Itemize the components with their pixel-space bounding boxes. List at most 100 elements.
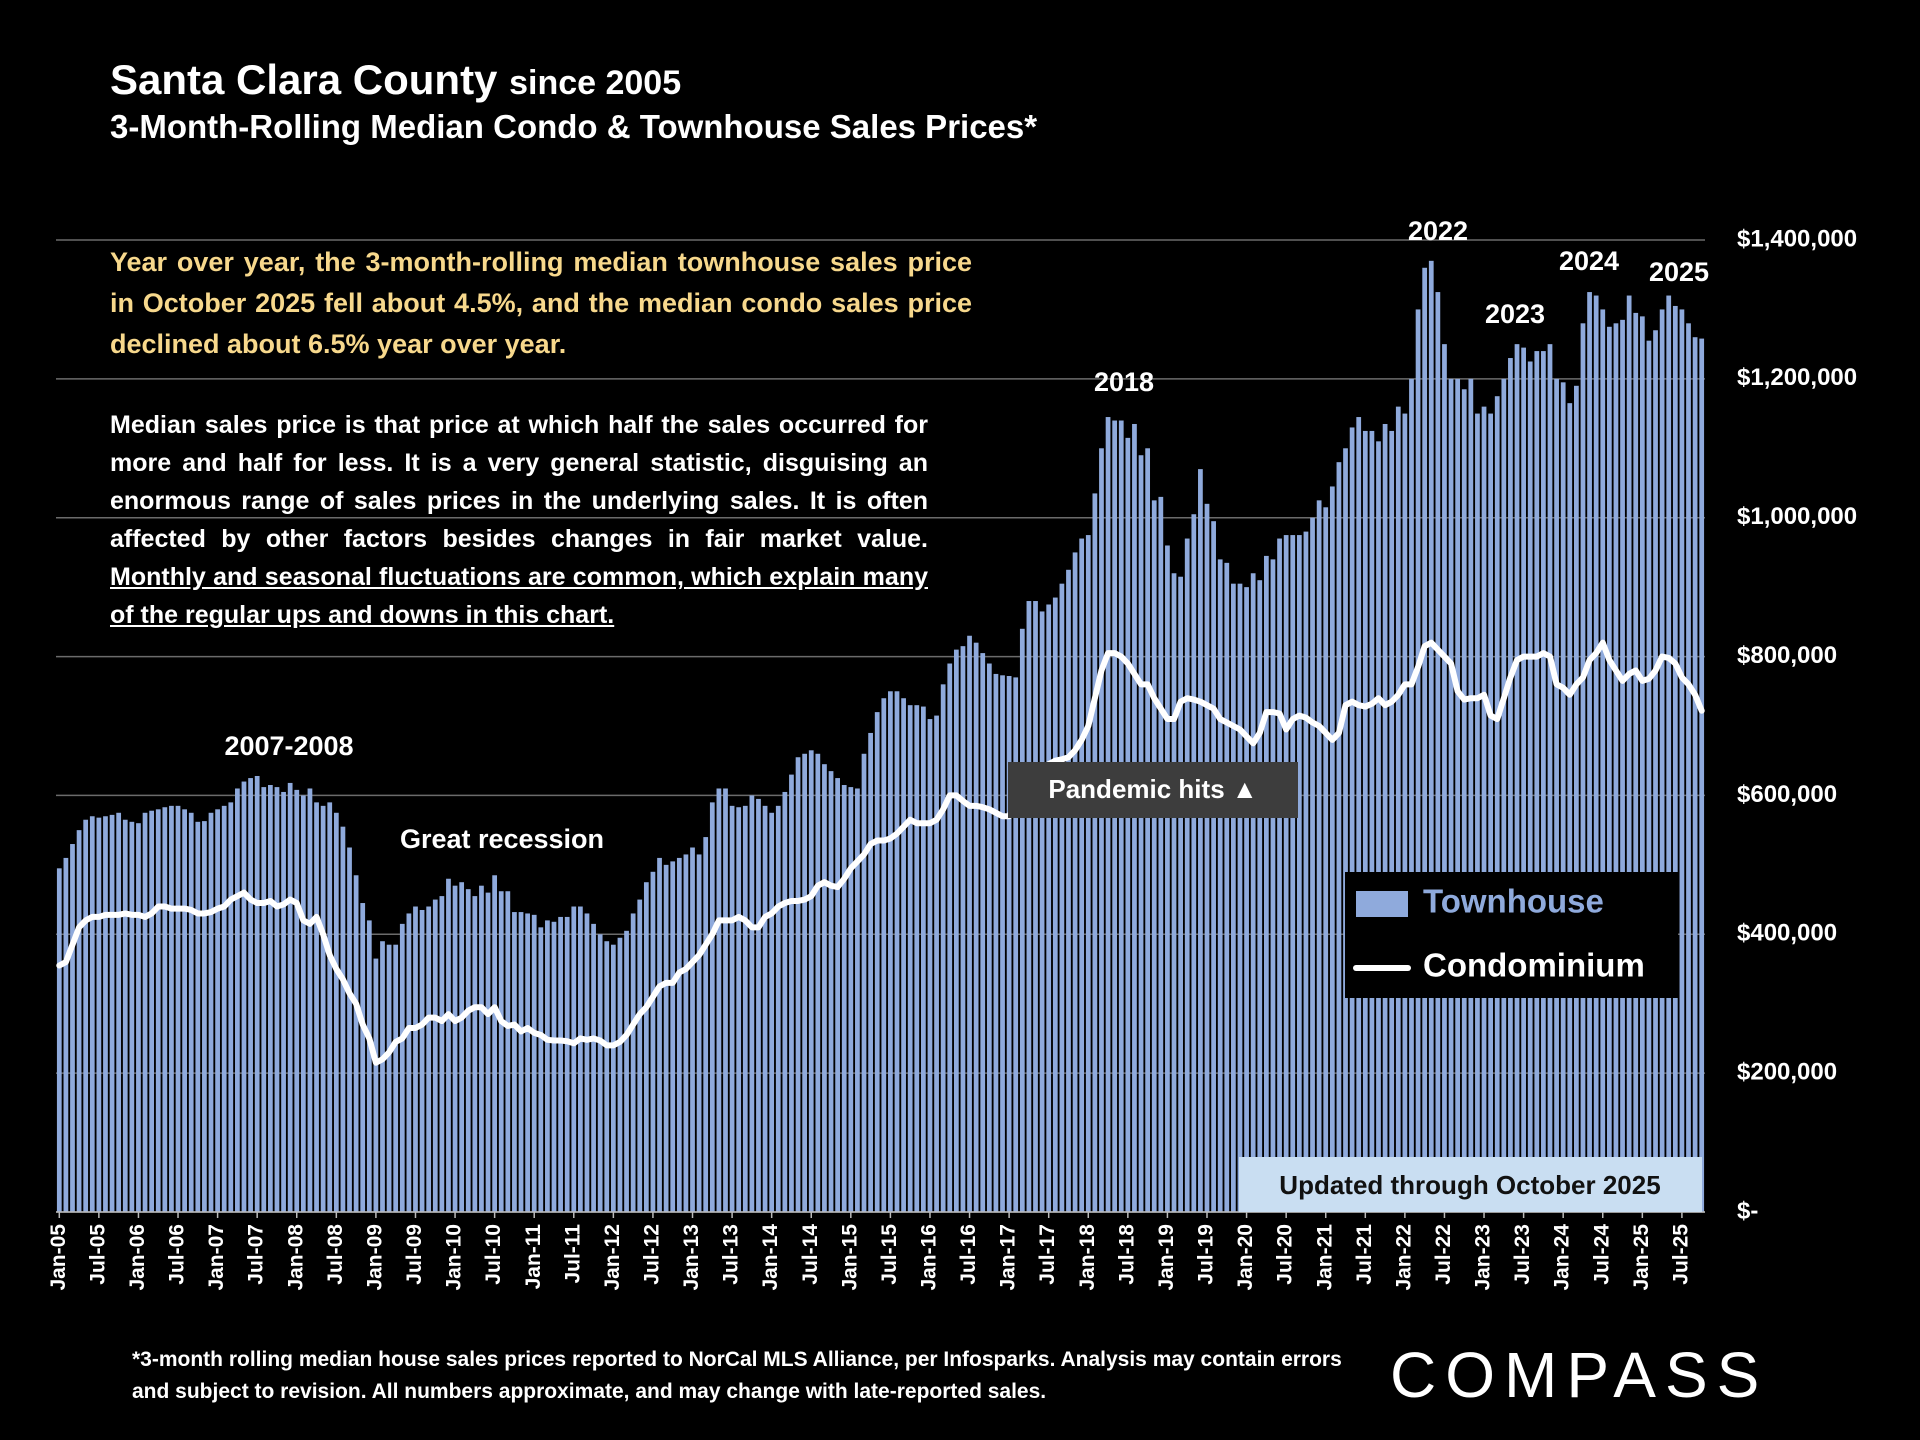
bar [1666,295,1672,1212]
bar [1593,295,1599,1212]
x-tick-label: Jul-20 [1274,1224,1297,1285]
bar [802,753,808,1212]
bar [1316,500,1322,1212]
bar [1382,423,1388,1212]
x-tick-label: Jan-11 [522,1224,545,1290]
bar [973,642,979,1212]
bar [1415,309,1421,1212]
x-tick-label: Jan-08 [284,1224,307,1291]
bar [1606,326,1612,1212]
bar [241,781,247,1212]
bar [822,764,827,1212]
bar [835,778,841,1212]
bar [1079,538,1085,1212]
x-tick-label: Jan-21 [1313,1224,1336,1291]
x-tick-label: Jan-15 [838,1224,861,1291]
bar [564,916,570,1212]
bar [1475,413,1480,1213]
x-tick-label: Jul-24 [1590,1224,1613,1285]
bar [1521,347,1526,1213]
x-tick-label: Jul-11 [561,1224,584,1284]
bar [749,795,755,1212]
y-tick-label: $400,000 [1737,920,1837,947]
x-tick-label: Jul-14 [799,1224,822,1285]
bar [1574,385,1579,1212]
bar [1237,583,1243,1212]
bar [215,809,220,1212]
bar [1329,486,1335,1212]
x-tick-label: Jan-06 [126,1224,149,1291]
bar [294,789,300,1212]
bar [103,816,108,1212]
bar [413,906,418,1212]
bar [169,805,174,1212]
bar [597,934,603,1212]
x-tick-label: Jan-05 [47,1224,70,1291]
bar [914,705,920,1212]
bar [109,814,115,1212]
bar [320,805,326,1212]
bar [1692,337,1698,1212]
bar [1494,396,1500,1212]
bar [1534,351,1540,1213]
bar [63,857,69,1212]
period-label: Great recession [400,824,604,854]
bar [1547,344,1553,1213]
bar [1059,583,1065,1212]
bar [261,787,267,1212]
bar [1613,323,1619,1212]
x-tick-label: Jan-18 [1076,1224,1099,1291]
y-tick-label: $1,200,000 [1737,364,1857,391]
bar [300,795,306,1212]
bar [1006,676,1012,1212]
bar [1442,344,1447,1213]
bar [828,771,834,1212]
bar [149,810,155,1212]
period-label: 2025 [1649,257,1709,287]
y-tick-label: $- [1737,1197,1758,1224]
bar [1514,344,1520,1213]
emphasis-text: Monthly and seasonal fluctuations are co… [110,563,928,629]
bar [1092,493,1098,1212]
bar [1072,552,1078,1212]
bar [643,882,649,1212]
bar [1125,437,1131,1212]
period-label: 2024 [1559,246,1619,276]
bar [920,706,926,1212]
bar [789,774,794,1212]
bar [1085,535,1091,1212]
bar [195,821,201,1212]
x-tick-label: Jul-17 [1036,1224,1059,1285]
bar [1165,545,1170,1212]
bar [953,649,959,1212]
bar [947,663,953,1212]
bar [1362,430,1368,1212]
bar [1686,323,1691,1212]
summary-note: Year over year, the 3-month-rolling medi… [110,247,972,359]
bar [1422,267,1428,1212]
bar [267,785,273,1212]
bar [492,875,498,1212]
bar [287,782,293,1212]
bar [498,891,504,1212]
bar [841,785,847,1212]
bar [670,861,676,1212]
bar [1659,309,1665,1212]
bar [637,899,643,1212]
bar [327,802,333,1212]
bar [1356,417,1362,1212]
bar [663,864,669,1212]
bar [986,663,992,1212]
bar [604,941,610,1212]
x-tick-label: Jul-09 [403,1224,426,1285]
bar [1646,340,1652,1213]
update-box [1239,1157,1702,1212]
bar [248,778,253,1212]
bar [584,913,590,1212]
x-tick-label: Jan-23 [1472,1224,1495,1291]
bar [221,805,227,1212]
bar [558,916,563,1212]
x-tick-label: Jan-17 [997,1224,1020,1291]
bar [1653,330,1658,1212]
